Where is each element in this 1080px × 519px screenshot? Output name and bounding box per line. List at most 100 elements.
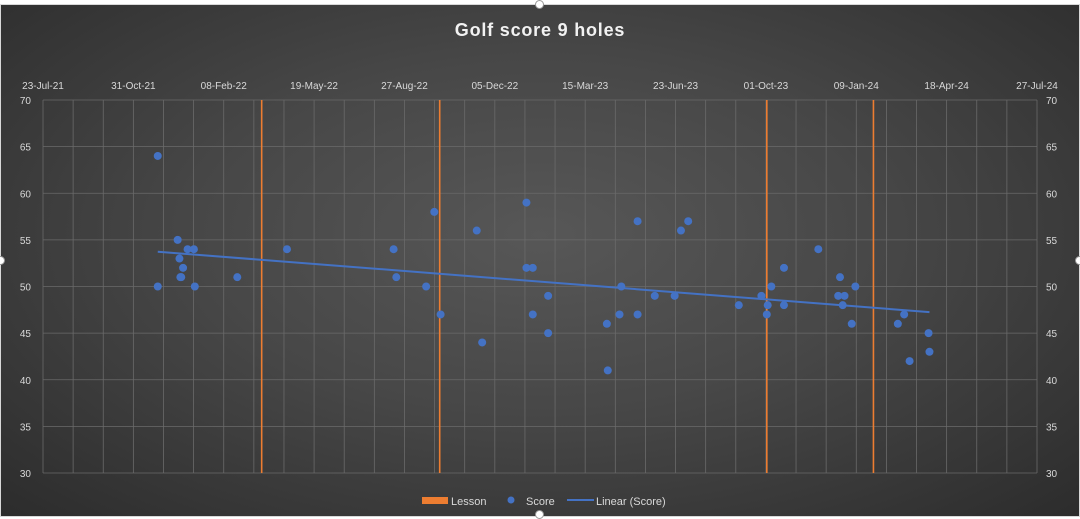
y-tick-label-left: 60 — [20, 189, 32, 200]
y-tick-label-right: 60 — [1046, 189, 1058, 200]
y-tick-label-left: 45 — [20, 329, 32, 340]
legend-score-marker — [507, 496, 515, 504]
y-tick-label-right: 40 — [1046, 376, 1058, 387]
score-point — [734, 301, 743, 310]
score-point — [924, 329, 933, 338]
score-point — [603, 366, 612, 375]
resize-handle-left[interactable] — [0, 256, 5, 265]
score-point — [422, 282, 431, 291]
score-point — [851, 282, 860, 291]
y-tick-label-right: 30 — [1046, 469, 1058, 480]
score-point — [900, 310, 909, 319]
score-point — [684, 217, 693, 226]
score-point — [392, 273, 401, 282]
resize-handle-right[interactable] — [1075, 256, 1080, 265]
y-tick-label-left: 35 — [20, 422, 32, 433]
score-point — [189, 245, 198, 254]
y-tick-label-right: 45 — [1046, 329, 1058, 340]
chart-area[interactable]: Golf score 9 holes 23-Jul-21 31-Oct-21 08-… — [0, 4, 1080, 517]
score-point — [762, 310, 771, 319]
score-point — [615, 310, 624, 319]
score-point — [282, 245, 291, 254]
x-tick-label: 05-Dec-22 — [471, 81, 518, 92]
score-point — [650, 291, 659, 300]
x-tick-label: 23-Jul-21 — [22, 81, 64, 92]
x-tick-label: 27-Jul-24 — [1016, 81, 1058, 92]
score-point — [905, 357, 914, 366]
score-point — [179, 263, 188, 272]
score-point — [522, 198, 531, 207]
x-tick-label: 09-Jan-24 — [834, 81, 879, 92]
score-point — [173, 235, 182, 244]
score-point — [617, 282, 626, 291]
y-tick-label-right: 55 — [1046, 236, 1058, 247]
y-tick-label-left: 55 — [20, 236, 32, 247]
y-tick-label-left: 30 — [20, 469, 32, 480]
x-tick-label: 18-Apr-24 — [924, 81, 969, 92]
x-tick-label: 01-Oct-23 — [744, 81, 789, 92]
score-point — [389, 245, 398, 254]
score-point — [602, 319, 611, 328]
score-point — [633, 310, 642, 319]
score-point — [544, 329, 553, 338]
score-points — [153, 151, 934, 375]
resize-handle-top[interactable] — [535, 0, 544, 9]
resize-handle-bottom[interactable] — [535, 510, 544, 519]
trendline-layer — [157, 250, 930, 314]
score-point — [814, 245, 823, 254]
legend-trend-label: Linear (Score) — [596, 496, 666, 508]
score-point — [183, 245, 192, 254]
x-tick-label: 08-Feb-22 — [201, 81, 248, 92]
score-point — [430, 207, 439, 216]
score-point — [779, 263, 788, 272]
score-point — [840, 291, 849, 300]
lesson-lines — [260, 100, 875, 473]
score-point — [676, 226, 685, 235]
y-tick-label-left: 70 — [20, 96, 32, 107]
score-point — [767, 282, 776, 291]
score-point — [763, 301, 772, 310]
y-tick-label-left: 50 — [20, 283, 32, 294]
score-point — [834, 291, 843, 300]
y-tick-label-right: 70 — [1046, 96, 1058, 107]
x-tick-label: 19-May-22 — [290, 81, 338, 92]
y-tick-label-left: 65 — [20, 143, 32, 154]
x-axis-top: 23-Jul-21 31-Oct-21 08-Feb-22 19-May-22 27-A… — [22, 81, 1058, 92]
legend: Lesson Score Linear (Score) — [422, 496, 666, 508]
gridlines — [42, 99, 1038, 474]
y-axis-right: 30 35 40 45 50 55 60 65 70 — [1046, 96, 1058, 480]
score-point — [838, 301, 847, 310]
linear-trendline — [157, 250, 930, 314]
score-point — [893, 319, 902, 328]
score-point — [175, 254, 184, 263]
score-point — [522, 263, 531, 272]
x-tick-label: 23-Jun-23 — [653, 81, 698, 92]
y-tick-label-right: 50 — [1046, 283, 1058, 294]
score-point — [153, 151, 162, 160]
score-point — [757, 291, 766, 300]
x-tick-label: 27-Aug-22 — [381, 81, 428, 92]
legend-lesson-label: Lesson — [451, 496, 486, 508]
score-point — [847, 319, 856, 328]
score-point — [190, 282, 199, 291]
score-point — [633, 217, 642, 226]
y-tick-label-right: 35 — [1046, 422, 1058, 433]
scatter-plot: Golf score 9 holes 23-Jul-21 31-Oct-21 08-… — [20, 20, 1058, 508]
score-point — [472, 226, 481, 235]
legend-score-label: Score — [526, 496, 555, 508]
x-tick-label: 15-Mar-23 — [562, 81, 609, 92]
y-tick-label-left: 40 — [20, 376, 32, 387]
score-point — [153, 282, 162, 291]
legend-lesson-swatch — [422, 497, 448, 504]
y-tick-label-right: 65 — [1046, 143, 1058, 154]
score-point — [670, 291, 679, 300]
y-axis-left: 30 35 40 45 50 55 60 65 70 — [20, 96, 32, 480]
score-point — [478, 338, 487, 347]
chart-title: Golf score 9 holes — [455, 20, 625, 40]
score-point — [836, 273, 845, 282]
score-point — [436, 310, 445, 319]
score-point — [233, 273, 242, 282]
score-point — [925, 347, 934, 356]
score-point — [779, 301, 788, 310]
score-point — [544, 291, 553, 300]
